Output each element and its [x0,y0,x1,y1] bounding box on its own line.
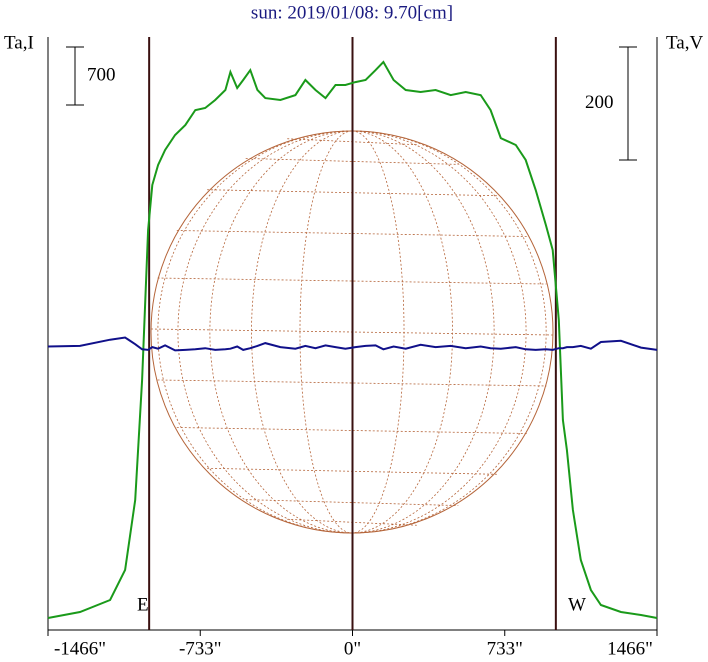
parallel [176,427,528,434]
meridian [351,130,547,534]
meridian [351,130,453,534]
y-axis-label: Ta,I [4,32,34,53]
meridian [251,130,353,534]
meridian [351,130,527,534]
annotation: E [137,594,149,615]
scale-bar-label: 200 [585,92,614,113]
x-tick-label: -733" [179,638,222,659]
x-tick-label: -1466" [54,638,106,659]
series-line [47,60,658,619]
x-tick-label: 733" [487,638,523,659]
meridian [177,130,353,534]
meridian [351,130,405,534]
chart-title: sun: 2019/01/08: 9.70[cm] [251,2,453,23]
parallel [245,158,459,165]
parallel [157,379,547,387]
parallel [176,230,528,237]
meridian [157,130,353,534]
parallel [157,277,547,285]
series-line [47,336,658,352]
x-tick-label: 1466" [607,638,653,659]
meridian [299,130,353,534]
annotation: W [568,594,586,615]
parallel [245,499,459,506]
y2-axis-label: Ta,V [666,32,703,53]
scale-bar-label: 700 [87,64,116,85]
x-tick-label: 0" [344,638,361,659]
